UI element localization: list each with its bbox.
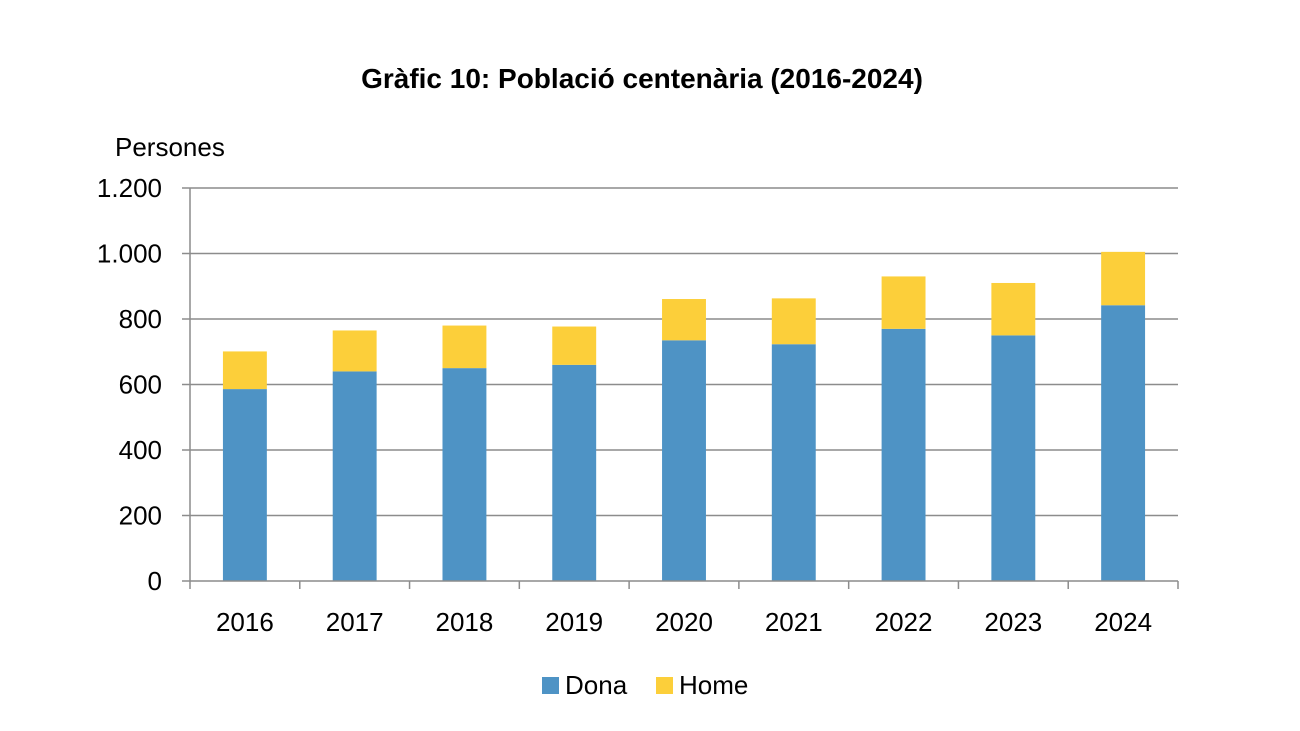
y-tick-label: 1.000 [97, 239, 162, 269]
bar-home-2020 [662, 299, 706, 341]
x-axis: 2016 2017 2018 2019 2020 2021 2022 2023 2024 [189, 580, 1179, 637]
bar-dona-2019 [552, 364, 597, 581]
bar-home-2022 [881, 276, 926, 329]
y-tick-label: 400 [119, 435, 162, 465]
bar-dona-2021 [771, 344, 816, 581]
y-axis-label: Persones [115, 132, 225, 162]
legend-label-home: Home [679, 670, 748, 700]
y-tick-label: 600 [119, 370, 162, 400]
bar-home-2018 [442, 325, 487, 369]
x-tick-label: 2022 [875, 607, 933, 637]
x-tick-label: 2016 [216, 607, 274, 637]
bar-dona-2023 [991, 335, 1036, 581]
bar-dona-2016 [222, 389, 267, 581]
bar-home-2019 [552, 326, 597, 365]
legend-swatch-home [656, 677, 673, 694]
x-tick-label: 2023 [984, 607, 1042, 637]
x-tick-label: 2017 [326, 607, 384, 637]
x-tick-label: 2018 [436, 607, 494, 637]
x-tick-label: 2024 [1094, 607, 1152, 637]
bars [222, 251, 1146, 581]
legend-label-dona: Dona [565, 670, 628, 700]
x-tick-label: 2021 [765, 607, 823, 637]
bar-home-2024 [1101, 251, 1146, 306]
chart-title: Gràfic 10: Població centenària (2016-202… [361, 63, 923, 94]
y-tick-label: 200 [119, 501, 162, 531]
legend-swatch-dona [542, 677, 559, 694]
bar-dona-2018 [442, 368, 487, 581]
bar-dona-2017 [332, 371, 377, 581]
x-tick-label: 2020 [655, 607, 713, 637]
y-tick-label: 1.200 [97, 173, 162, 203]
bar-home-2016 [222, 351, 267, 390]
legend: Dona Home [542, 670, 748, 700]
bar-home-2023 [991, 282, 1036, 336]
bar-dona-2024 [1101, 305, 1146, 581]
x-tick-label: 2019 [545, 607, 603, 637]
y-axis-ticks: 0 200 400 600 800 1.000 1.200 [97, 173, 191, 596]
bar-home-2017 [332, 330, 377, 372]
bar-home-2021 [771, 298, 816, 345]
bar-dona-2020 [662, 340, 706, 581]
y-tick-label: 0 [148, 566, 162, 596]
bar-dona-2022 [881, 328, 926, 581]
y-tick-label: 800 [119, 304, 162, 334]
